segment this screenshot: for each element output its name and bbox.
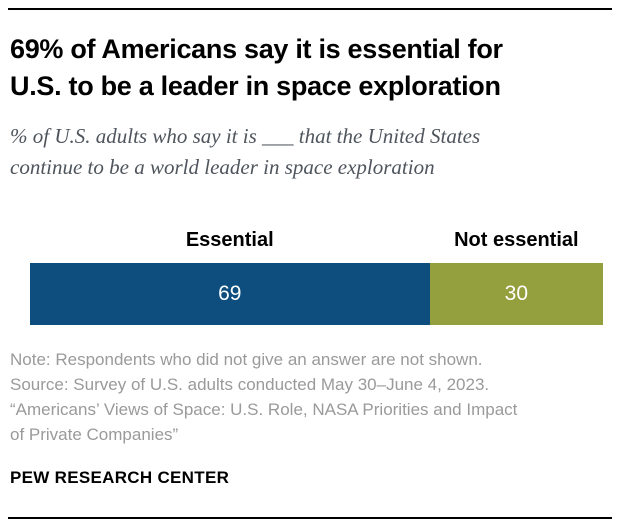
bar-segment-essential: 69 (30, 263, 430, 325)
bar-value-not-essential: 30 (504, 282, 529, 305)
note-line: Note: Respondents who did not give an an… (10, 350, 483, 369)
bar-segment-not-essential: 30 (429, 263, 604, 325)
chart-subtitle: % of U.S. adults who say it is ___ that … (10, 121, 614, 183)
chart-subtitle-line1: % of U.S. adults who say it is ___ that … (10, 124, 481, 148)
category-labels-row: Essential Not essential (30, 229, 609, 252)
top-divider (8, 8, 612, 10)
chart-title: 69% of Americans say it is essential for… (10, 31, 614, 105)
chart-subtitle-line2: continue to be a world leader in space e… (10, 155, 435, 179)
bar-value-essential: 69 (218, 282, 242, 305)
category-label-not-essential: Not essential (454, 229, 579, 251)
source-line: Source: Survey of U.S. adults conducted … (10, 375, 490, 394)
bottom-divider (8, 517, 612, 519)
category-label-essential: Essential (185, 229, 274, 251)
stacked-bar: 69 30 (30, 263, 609, 325)
report-title-line1: “Americans’ Views of Space: U.S. Role, N… (10, 400, 518, 419)
note-block: Note: Respondents who did not give an an… (10, 347, 614, 447)
chart-title-line2: U.S. to be a leader in space exploration (10, 71, 501, 101)
chart-title-line1: 69% of Americans say it is essential for (10, 34, 503, 64)
report-title-line2: of Private Companies” (10, 425, 179, 444)
pew-research-center-wordmark: PEW RESEARCH CENTER (10, 468, 230, 487)
